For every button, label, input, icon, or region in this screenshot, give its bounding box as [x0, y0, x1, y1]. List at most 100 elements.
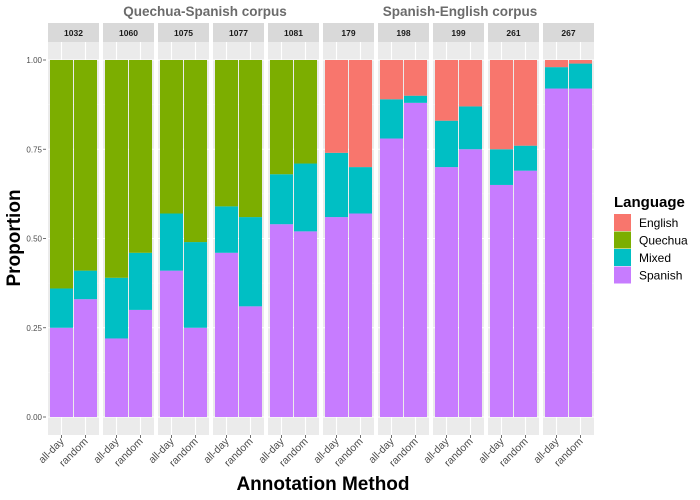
bar-segment-mixed-198-all-day [380, 99, 403, 139]
bar-segment-spanish-1077-random [239, 306, 262, 417]
legend: Language English Quechua Mixed Spanish [614, 194, 688, 284]
bar-segment-english-179-random [349, 60, 372, 168]
bar-segment-spanish-1081-all-day [270, 224, 293, 417]
facet-strip [488, 23, 539, 42]
bar-segment-mixed-1075-random [184, 242, 207, 328]
legend-swatch-mixed [614, 249, 631, 266]
facet-strip [103, 23, 154, 42]
bar-segment-mixed-1081-random [294, 163, 317, 232]
bar-segment-mixed-267-random [569, 63, 592, 89]
bar-segment-mixed-198-random [404, 95, 427, 103]
facet-strip-label: 267 [561, 28, 575, 38]
facet-strip-label: 1032 [64, 28, 83, 38]
facet-strip [268, 23, 319, 42]
legend-label-spanish: Spanish [639, 269, 682, 283]
bar-segment-english-199-all-day [435, 60, 458, 121]
bar-segment-mixed-199-all-day [435, 120, 458, 168]
bar-segment-quechua-1075-all-day [160, 60, 183, 214]
group-label-spanish-english: Spanish-English corpus [383, 4, 538, 19]
facet-strip-label: 199 [451, 28, 465, 38]
facet-strip [48, 23, 99, 42]
bar-segment-mixed-261-random [514, 145, 537, 171]
legend-swatch-spanish [614, 266, 631, 284]
y-tick-label: 1.00 [26, 56, 42, 65]
bar-segment-mixed-1077-random [239, 217, 262, 307]
y-tick-label: 0.25 [26, 324, 42, 333]
bar-segment-mixed-1077-all-day [215, 206, 238, 253]
bar-segment-mixed-1081-all-day [270, 174, 293, 225]
bar-segment-spanish-198-random [404, 102, 427, 417]
bar-segment-mixed-179-random [349, 167, 372, 214]
bar-segment-english-261-random [514, 60, 537, 146]
group-label-quechua-spanish: Quechua-Spanish corpus [123, 4, 287, 19]
bar-segment-spanish-1081-random [294, 231, 317, 417]
facet-strip-label: 1075 [174, 28, 193, 38]
bar-segment-quechua-1032-random [74, 60, 97, 271]
facet-strip [158, 23, 209, 42]
bar-segment-mixed-1060-random [129, 252, 152, 310]
facet-strip [213, 23, 264, 42]
y-axis-tick-labels: 0.00 0.25 0.50 0.75 1.00 [26, 56, 46, 422]
facet-strip-label: 261 [506, 28, 520, 38]
bar-segment-mixed-179-all-day [325, 152, 348, 218]
bar-segment-mixed-1060-all-day [105, 277, 128, 339]
bar-segment-spanish-199-all-day [435, 167, 458, 417]
y-tick-label: 0.50 [26, 235, 42, 244]
y-tick-label: 0.75 [26, 145, 42, 154]
bar-segment-spanish-1060-all-day [105, 338, 128, 417]
bar-segment-spanish-1075-random [184, 327, 207, 417]
bar-segment-english-198-all-day [380, 60, 403, 100]
x-axis-title: Annotation Method [236, 474, 409, 495]
bar-segment-quechua-1077-random [239, 60, 262, 218]
bar-segment-english-267-random [569, 60, 592, 64]
facet-strip [543, 23, 594, 42]
bar-segment-english-261-all-day [490, 60, 513, 150]
bar-segment-english-267-all-day [545, 60, 568, 68]
facet-panels: 1032all-dayrandom1060all-dayrandom1075al… [36, 23, 594, 469]
legend-title: Language [614, 194, 685, 211]
bar-segment-quechua-1077-all-day [215, 60, 238, 207]
bar-segment-english-179-all-day [325, 60, 348, 153]
bar-segment-spanish-179-all-day [325, 217, 348, 417]
legend-label-mixed: Mixed [639, 251, 671, 265]
bar-segment-mixed-267-all-day [545, 67, 568, 89]
bar-segment-english-198-random [404, 60, 427, 96]
bar-segment-spanish-267-random [569, 88, 592, 417]
bar-segment-spanish-1075-all-day [160, 270, 183, 417]
bar-segment-quechua-1081-random [294, 60, 317, 164]
y-axis-title: Proportion [4, 189, 25, 286]
legend-label-quechua: Quechua [639, 234, 688, 248]
bar-segment-spanish-198-all-day [380, 138, 403, 418]
y-tick-label: 0.00 [26, 413, 42, 422]
legend-swatch-quechua [614, 231, 631, 249]
bar-segment-quechua-1060-random [129, 60, 152, 253]
bar-segment-mixed-199-random [459, 106, 482, 150]
bar-segment-spanish-199-random [459, 149, 482, 417]
bar-segment-quechua-1060-all-day [105, 60, 128, 278]
bar-segment-quechua-1032-all-day [50, 60, 73, 289]
bar-segment-spanish-1077-all-day [215, 252, 238, 417]
bar-segment-mixed-1032-random [74, 270, 97, 300]
facet-strip-label: 1060 [119, 28, 138, 38]
bar-segment-mixed-261-all-day [490, 149, 513, 185]
facet-strip [378, 23, 429, 42]
bar-segment-mixed-1075-all-day [160, 213, 183, 271]
bar-segment-spanish-1060-random [129, 309, 152, 417]
bar-segment-english-199-random [459, 60, 482, 107]
facet-strip-label: 179 [341, 28, 355, 38]
bar-segment-quechua-1075-random [184, 60, 207, 243]
bar-segment-spanish-1032-all-day [50, 327, 73, 417]
bar-segment-spanish-179-random [349, 213, 372, 417]
facet-strip-label: 1077 [229, 28, 248, 38]
facet-strip-label: 1081 [284, 28, 303, 38]
legend-label-english: English [639, 216, 678, 230]
